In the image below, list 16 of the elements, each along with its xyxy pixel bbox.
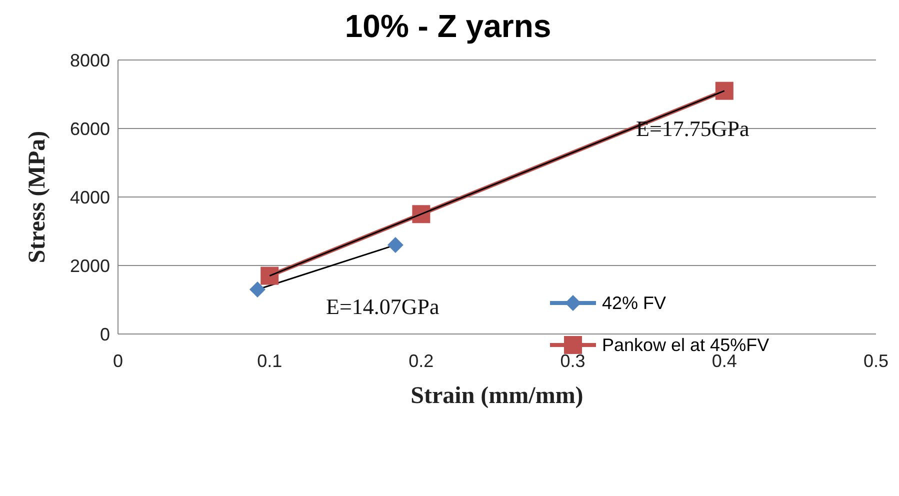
chart-title: 10% - Z yarns — [344, 8, 552, 45]
y-axis-title: Stress (MPa) — [24, 130, 51, 264]
legend-label: 42% FV — [602, 292, 666, 314]
y-tick-label: 6000 — [70, 118, 110, 139]
y-tick-label: 4000 — [70, 187, 110, 208]
x-tick-label: 0.1 — [257, 350, 282, 371]
y-tick-label: 8000 — [70, 50, 110, 70]
annotation: E=14.07GPa — [326, 294, 440, 320]
y-tick-label: 2000 — [70, 256, 110, 276]
annotation: E=17.75GPa — [636, 116, 750, 142]
x-tick-label: 0.3 — [560, 350, 586, 371]
x-tick-label: 0.2 — [408, 350, 434, 371]
x-tick-label: 0 — [112, 350, 124, 371]
y-tick-label: 0 — [100, 324, 110, 344]
x-axis-title: Strain (mm/mm) — [410, 383, 584, 410]
x-tick-label: 0.5 — [863, 350, 889, 371]
